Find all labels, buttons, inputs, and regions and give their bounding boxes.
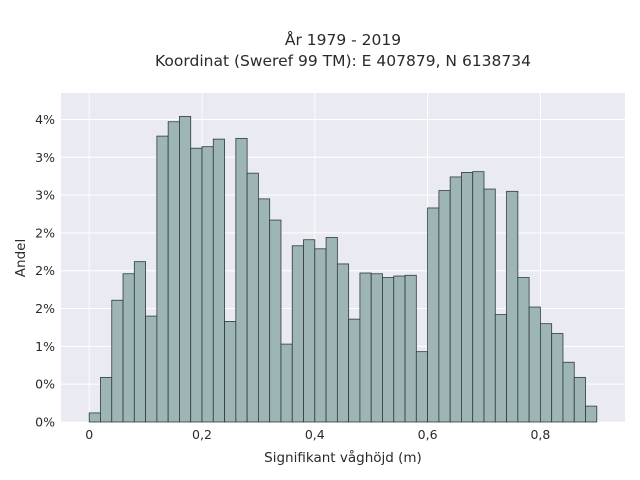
y-tick-label: 2% [35,301,55,316]
histogram-bar [393,275,406,423]
histogram-bar [111,299,124,423]
histogram-bar [348,318,361,423]
x-tick-label: 0,8 [530,427,550,442]
x-tick-label: 0 [85,427,93,442]
histogram-bar [269,219,282,423]
chart-title-line-1: År 1979 - 2019 [285,30,401,49]
histogram-bar [100,376,113,423]
histogram-bar [551,333,564,423]
histogram-bar [585,405,598,423]
y-tick-label: 1% [35,339,55,354]
histogram-bar [212,138,225,423]
histogram-bar [540,323,553,423]
histogram-bar [517,277,530,423]
histogram-bar [325,237,338,423]
histogram-bar [506,190,519,423]
histogram-bar [303,239,316,423]
chart-title-line-2: Koordinat (Sweref 99 TM): E 407879, N 61… [155,52,531,70]
histogram-bar [449,176,462,423]
y-tick-label: 4% [35,112,55,127]
histogram-bar [133,261,147,423]
histogram-bar [145,315,158,423]
histogram-bar [88,412,101,423]
histogram-bar [472,171,485,423]
histogram-bar [461,172,474,423]
histogram-bar [224,321,237,423]
y-axis-ticks: 0% 0% 1% 2% 2% 2% 3% 3% 4% [35,112,55,430]
y-tick-label: 0% [35,377,55,392]
histogram-bar [494,314,507,423]
y-tick-label: 0% [35,415,55,430]
histogram-bar [483,188,496,423]
y-tick-label: 2% [35,225,55,240]
y-axis-label: Andel [13,239,29,277]
y-tick-label: 2% [35,263,55,278]
x-axis-label: Signifikant våghöjd (m) [264,449,422,466]
histogram-bar [427,207,440,423]
histogram-bar [370,273,383,423]
bars [88,116,598,423]
histogram-bar [314,248,327,423]
histogram-bar [382,277,395,423]
histogram-bar [235,137,248,423]
histogram-bar [573,376,586,423]
histogram-bar [404,274,417,423]
histogram-bar [528,306,541,423]
histogram-bar [201,146,214,423]
histogram-bar [415,351,429,423]
x-tick-label: 0,6 [418,427,438,442]
histogram-bar [336,263,350,423]
histogram-bar [167,121,180,423]
histogram-bar [122,273,135,423]
y-tick-label: 3% [35,150,55,165]
histogram-bar [179,116,192,423]
histogram-bar [280,343,293,423]
histogram-bar [291,245,304,423]
x-axis-ticks: 0 0,2 0,4 0,6 0,8 [85,427,550,442]
x-tick-label: 0,4 [305,427,325,442]
y-tick-label: 3% [35,188,55,203]
histogram-bar [359,272,372,423]
histogram-bar [257,198,271,423]
histogram-bar [156,135,169,423]
histogram-bar [246,172,259,423]
histogram-bar [438,190,451,423]
x-tick-label: 0,2 [192,427,212,442]
histogram-bar [190,147,203,423]
histogram-bar [562,361,575,423]
